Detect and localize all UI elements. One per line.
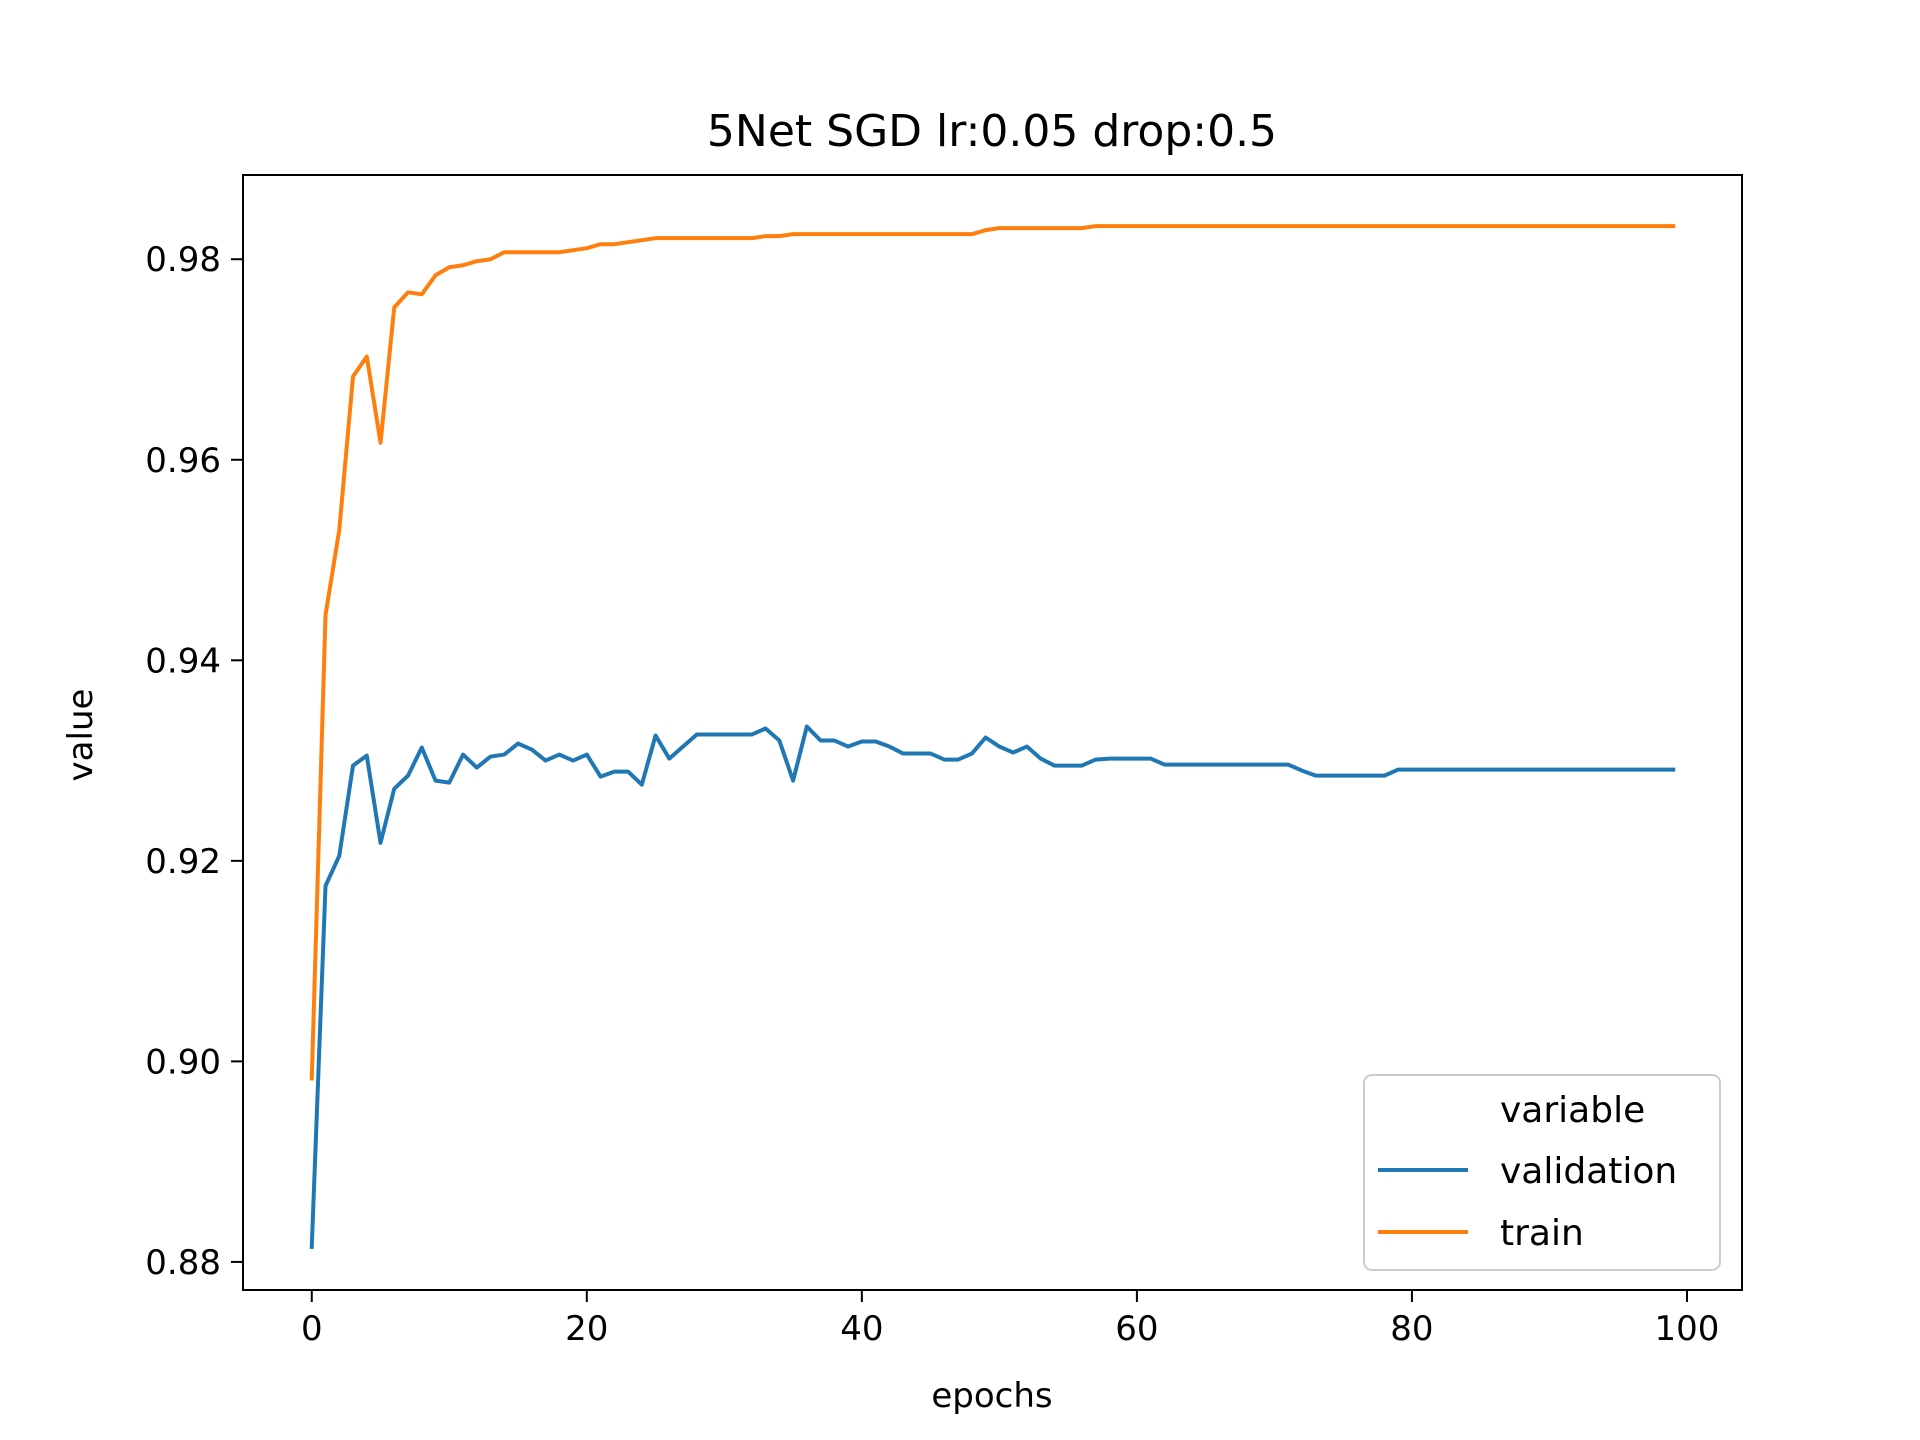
y-tick-label: 0.88 [145,1243,221,1283]
x-tick-label: 100 [1655,1309,1720,1349]
y-axis-ticks: 0.88 0.90 0.92 0.94 0.96 0.98 [145,240,243,1283]
y-tick-label: 0.94 [145,641,221,681]
plot-frame [242,174,1743,1291]
legend-box [1363,1074,1721,1271]
series-layer [309,224,1676,1249]
x-tick-label: 0 [301,1309,323,1349]
legend-label-train: train [1500,1213,1584,1254]
legend: variable validation train [1363,1074,1721,1271]
x-tick-label: 40 [840,1309,883,1349]
x-tick-label: 60 [1115,1309,1158,1349]
y-tick-label: 0.96 [145,441,221,481]
series-line-validation [309,724,1676,1249]
series-line-train [309,224,1676,1081]
y-tick-label: 0.92 [145,842,221,882]
x-tick-label: 20 [565,1309,608,1349]
y-axis-label: value [61,689,101,782]
legend-title: variable [1500,1090,1645,1131]
y-tick-label: 0.90 [145,1042,221,1082]
chart-title: 5Net SGD lr:0.05 drop:0.5 [707,106,1277,157]
x-axis-ticks: 0 20 40 60 80 100 [301,1290,1720,1349]
x-tick-label: 80 [1390,1309,1433,1349]
x-axis-label: epochs [931,1376,1052,1416]
y-tick-label: 0.98 [145,240,221,280]
legend-label-validation: validation [1500,1151,1677,1192]
